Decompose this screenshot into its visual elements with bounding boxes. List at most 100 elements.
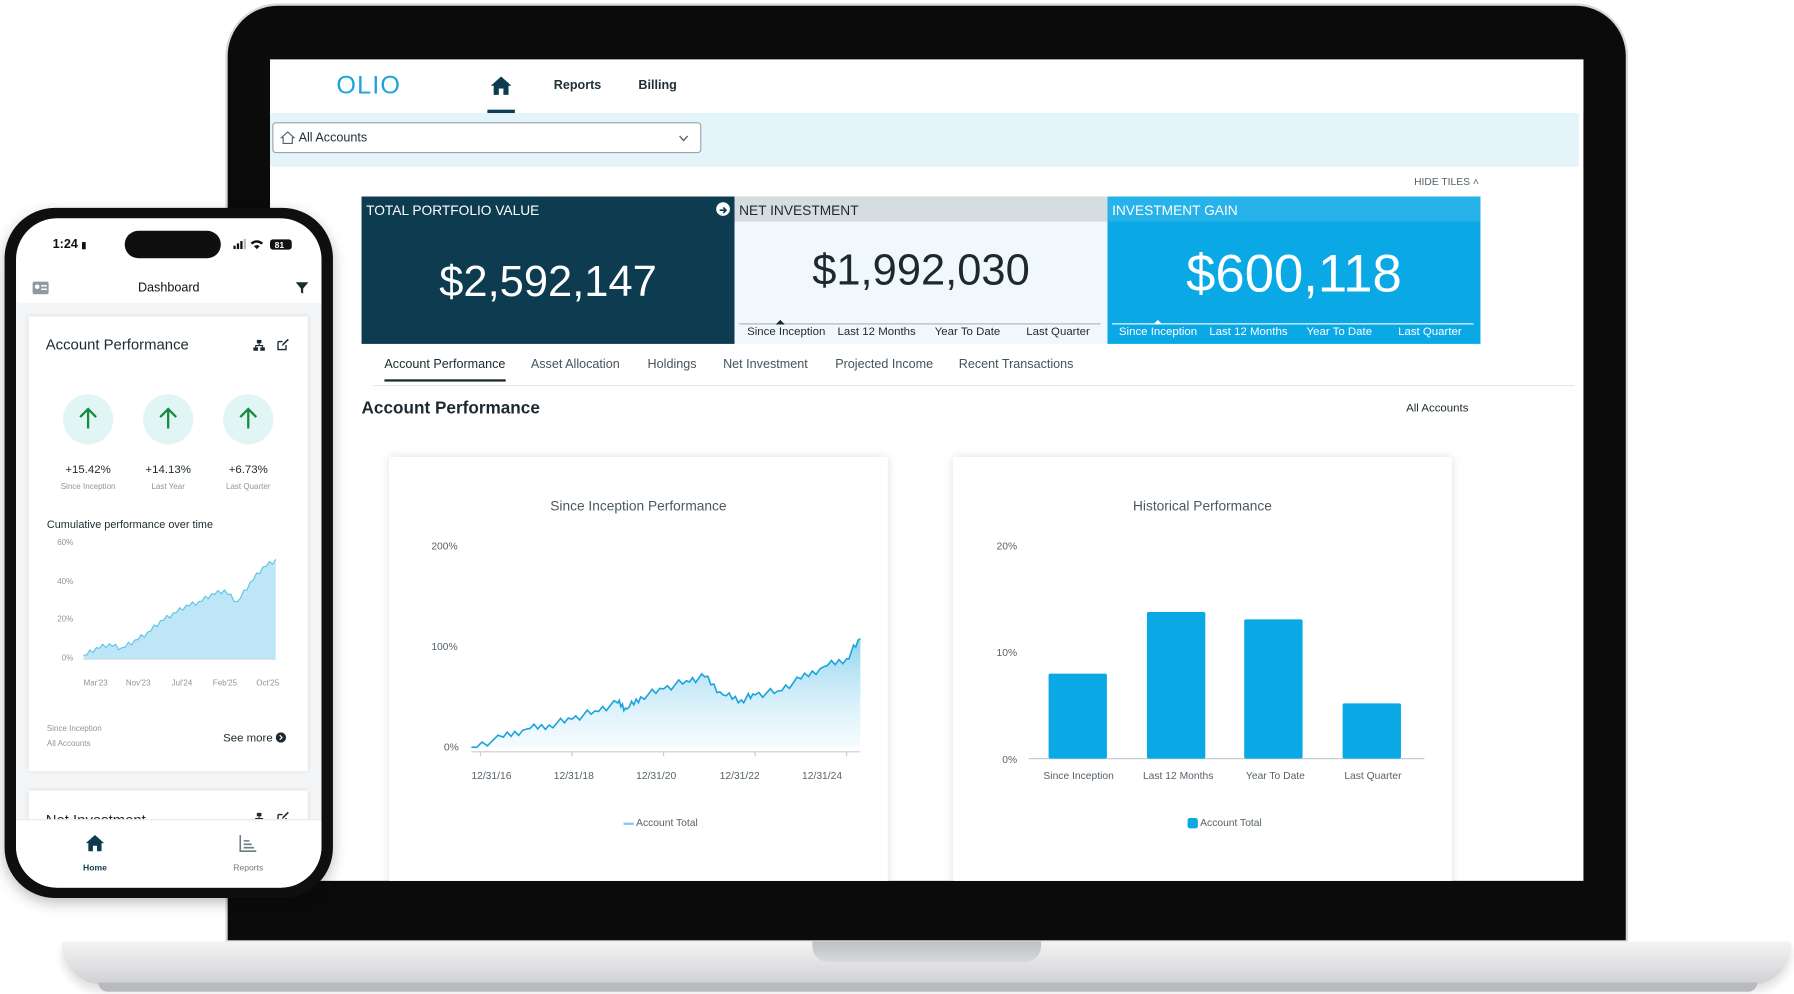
x-tick-label: 12/31/16 bbox=[471, 770, 512, 782]
bar[interactable] bbox=[1244, 619, 1303, 759]
tab-projected-income[interactable]: Projected Income bbox=[835, 357, 934, 372]
card-title: Account Performance bbox=[45, 335, 189, 354]
period-last-quarter[interactable]: Last Quarter bbox=[1026, 325, 1090, 339]
chart-legend: Account Total bbox=[1187, 816, 1262, 829]
period-indicator-icon bbox=[1153, 319, 1163, 325]
bar-chart bbox=[1028, 611, 1425, 760]
legend-label: Account Total bbox=[636, 816, 698, 829]
active-nav-indicator bbox=[487, 109, 515, 114]
section-title: Account Performance bbox=[361, 398, 540, 419]
battery-icon bbox=[270, 239, 292, 250]
hierarchy-icon[interactable] bbox=[253, 339, 266, 352]
wifi-icon bbox=[250, 240, 264, 250]
period-divider bbox=[739, 323, 1101, 325]
olio-logo[interactable]: OLIO bbox=[336, 70, 402, 100]
metric-value: +14.13% bbox=[145, 463, 191, 477]
arrow-right-circle-icon[interactable] bbox=[716, 202, 730, 216]
home-icon[interactable] bbox=[490, 75, 513, 96]
period-selector: Since Inception Last 12 Months Year To D… bbox=[1107, 319, 1480, 344]
house-icon bbox=[280, 131, 296, 144]
edit-icon[interactable] bbox=[277, 338, 290, 351]
laptop-foot bbox=[98, 982, 1758, 992]
tab-asset-allocation[interactable]: Asset Allocation bbox=[530, 357, 620, 372]
battery-level: 81 bbox=[275, 240, 285, 250]
arrow-right-circle-icon bbox=[275, 732, 287, 743]
metric-up-badge bbox=[62, 394, 114, 445]
x-tick-label: Oct'25 bbox=[256, 679, 280, 688]
period-since-inception[interactable]: Since Inception bbox=[1118, 325, 1198, 339]
tile-value: $2,592,147 bbox=[439, 258, 657, 307]
arrow-up-icon bbox=[239, 407, 258, 429]
metric-value: +15.42% bbox=[65, 463, 111, 477]
phone-header: Dashboard bbox=[16, 275, 321, 302]
account-selector[interactable]: All Accounts bbox=[272, 122, 702, 154]
lock-icon: ▮ bbox=[81, 239, 87, 251]
legend-label: Account Total bbox=[1200, 816, 1262, 829]
bar[interactable] bbox=[1048, 673, 1107, 759]
period-year-to-date[interactable]: Year To Date bbox=[1306, 325, 1373, 339]
chart-title: Since Inception Performance bbox=[550, 498, 727, 515]
home-icon bbox=[85, 835, 105, 852]
period-divider bbox=[1112, 323, 1474, 325]
y-tick-label: 200% bbox=[431, 540, 458, 552]
y-tick-label: 10% bbox=[996, 646, 1018, 659]
tile-investment-gain[interactable]: INVESTMENT GAIN $600,118 Since Inception… bbox=[1107, 196, 1481, 344]
top-navigation: OLIO Reports Billing bbox=[270, 59, 1584, 114]
tab-recent-transactions[interactable]: Recent Transactions bbox=[958, 357, 1074, 372]
hide-tiles-label: HIDE TILES bbox=[1414, 175, 1471, 188]
period-indicator-icon bbox=[775, 319, 785, 325]
see-more-link[interactable]: See more bbox=[223, 732, 287, 745]
tile-label: INVESTMENT GAIN bbox=[1107, 196, 1481, 222]
signal-icon bbox=[233, 238, 246, 250]
x-tick-label: Jul'24 bbox=[171, 679, 193, 688]
phone-content: Account Performance bbox=[16, 302, 322, 860]
status-icons: 81 bbox=[233, 238, 292, 250]
y-tick-label: 0% bbox=[1002, 754, 1018, 766]
tab-home-label: Home bbox=[83, 862, 107, 873]
account-selector-value: All Accounts bbox=[298, 131, 368, 146]
bar[interactable] bbox=[1146, 611, 1206, 759]
bar[interactable] bbox=[1342, 703, 1401, 759]
hide-tiles-toggle[interactable]: HIDE TILES ˄ bbox=[1414, 176, 1479, 187]
id-card-icon[interactable] bbox=[32, 281, 49, 295]
x-tick-label: 12/31/20 bbox=[636, 770, 677, 782]
y-tick-label: 0% bbox=[443, 741, 459, 753]
tile-label: NET INVESTMENT bbox=[734, 196, 1108, 222]
y-tick-label: 100% bbox=[431, 640, 458, 653]
section-scope[interactable]: All Accounts bbox=[1406, 402, 1469, 415]
period-last-quarter[interactable]: Last Quarter bbox=[1398, 325, 1462, 339]
metric-label: Last Year bbox=[151, 483, 185, 492]
metric-up-badge bbox=[143, 394, 194, 445]
phone-tab-bar: Home Reports bbox=[16, 819, 322, 888]
filter-icon[interactable] bbox=[295, 281, 309, 295]
mini-area-chart bbox=[83, 558, 277, 660]
period-last-12-months[interactable]: Last 12 Months bbox=[837, 325, 916, 339]
x-tick-label: 12/31/22 bbox=[719, 770, 760, 782]
y-tick-label: 40% bbox=[57, 578, 74, 587]
detail-tabs: Account Performance Asset Allocation Hol… bbox=[372, 352, 1575, 387]
period-year-to-date[interactable]: Year To Date bbox=[934, 325, 1001, 339]
phone-screen: 1:24 ▮ 81 Dashboard Account Perf bbox=[16, 218, 322, 888]
metric-label: Since Inception bbox=[60, 483, 116, 492]
laptop-screen: OLIO Reports Billing All Accounts HIDE T… bbox=[270, 59, 1584, 881]
nav-reports[interactable]: Reports bbox=[553, 78, 602, 93]
tab-reports-label: Reports bbox=[233, 862, 264, 873]
tile-total-portfolio-value[interactable]: TOTAL PORTFOLIO VALUE $2,592,147 bbox=[361, 196, 735, 344]
line-area-chart bbox=[471, 637, 861, 757]
x-tick-label: 12/31/18 bbox=[553, 770, 594, 782]
account-bar: All Accounts bbox=[270, 113, 1579, 167]
tab-holdings[interactable]: Holdings bbox=[647, 357, 697, 372]
chart-card-since-inception: Since Inception Performance 200% 100% 0%… bbox=[388, 457, 888, 881]
tab-net-investment[interactable]: Net Investment bbox=[723, 357, 808, 372]
period-last-12-months[interactable]: Last 12 Months bbox=[1209, 325, 1288, 339]
tile-net-investment[interactable]: NET INVESTMENT $1,992,030 Since Inceptio… bbox=[734, 196, 1108, 344]
y-tick-label: 20% bbox=[57, 615, 74, 624]
x-tick-label: Feb'25 bbox=[212, 679, 238, 688]
nav-billing[interactable]: Billing bbox=[638, 78, 677, 93]
tab-account-performance[interactable]: Account Performance bbox=[384, 358, 506, 382]
chart-card-historical: Historical Performance 20% 10% 0% Since … bbox=[953, 457, 1452, 881]
period-selector: Since Inception Last 12 Months Year To D… bbox=[735, 319, 1108, 344]
chart-title: Cumulative performance over time bbox=[46, 518, 214, 532]
period-since-inception[interactable]: Since Inception bbox=[747, 325, 826, 339]
tile-value: $1,992,030 bbox=[812, 246, 1030, 295]
